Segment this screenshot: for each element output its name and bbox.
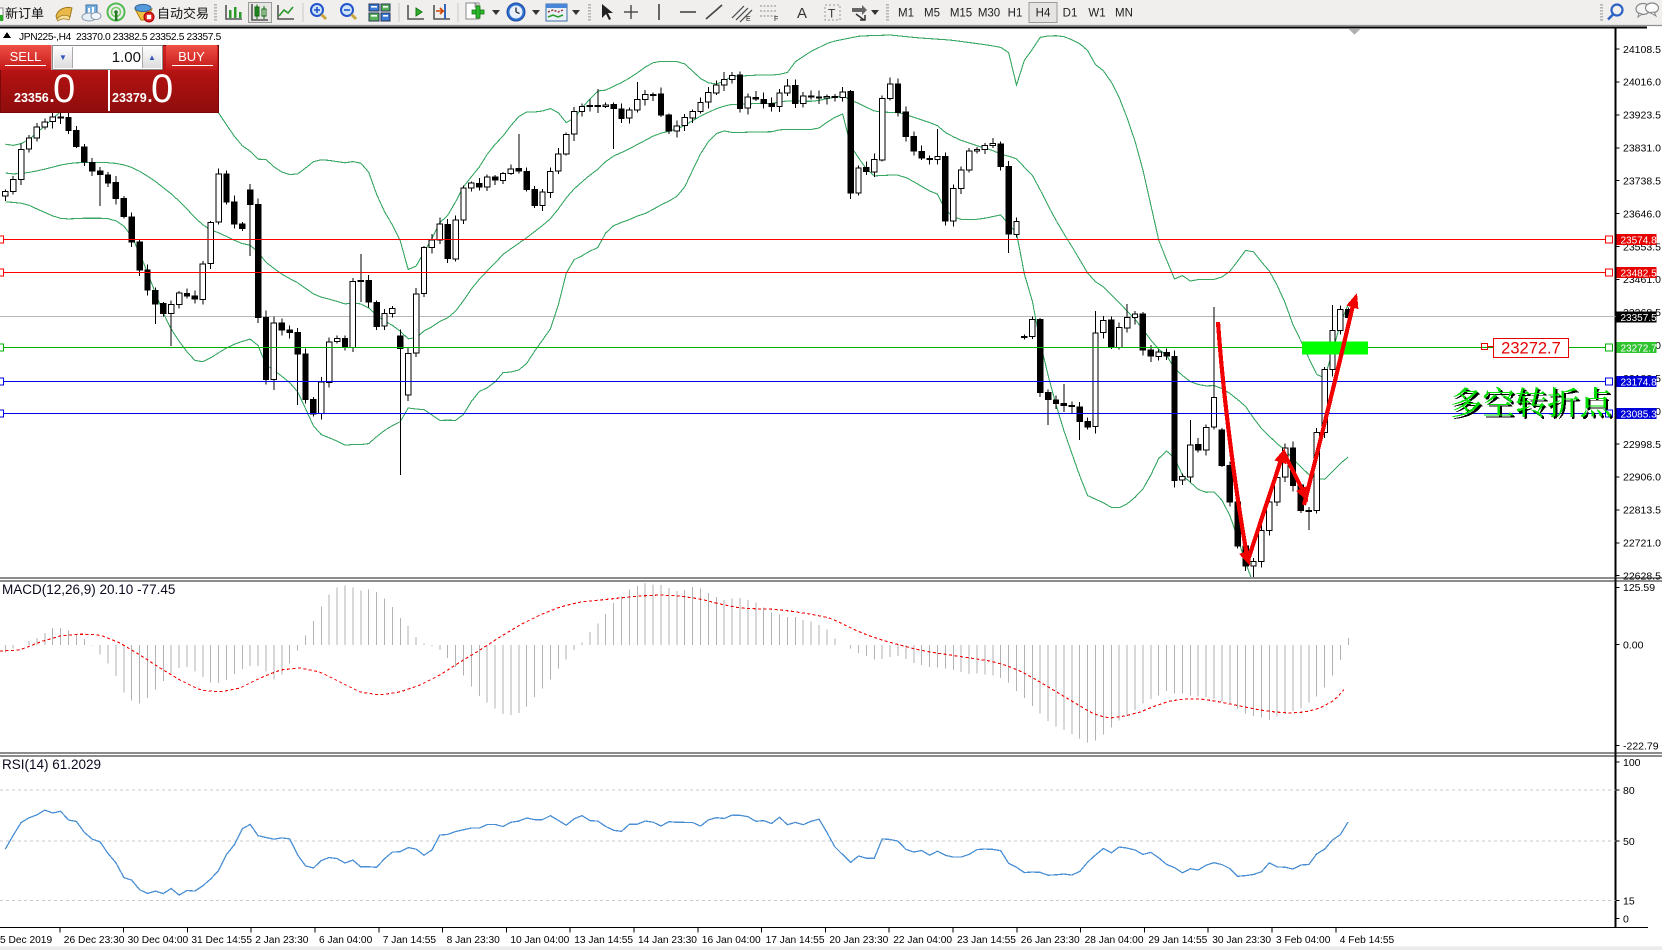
svg-text:23085.3: 23085.3 [1621, 410, 1658, 421]
svg-text:24016.0: 24016.0 [1623, 77, 1661, 89]
svg-text:0.00: 0.00 [1623, 639, 1644, 651]
svg-text:23574.8: 23574.8 [1621, 236, 1658, 247]
svg-text:23646.0: 23646.0 [1623, 208, 1661, 220]
svg-text:H1: H1 [1008, 8, 1023, 20]
svg-text:22721.0: 22721.0 [1623, 538, 1661, 550]
svg-text:RSI(14) 61.2029: RSI(14) 61.2029 [2, 757, 101, 772]
svg-text:24108.5: 24108.5 [1623, 44, 1661, 56]
svg-text:T: T [828, 7, 836, 21]
svg-text:15: 15 [1623, 895, 1635, 907]
svg-text:JPN225-,H4 23370.0 23382.5 23: JPN225-,H4 23370.0 23382.5 23352.5 23357… [19, 32, 222, 43]
svg-text:22 Jan 04:00: 22 Jan 04:00 [893, 935, 952, 946]
svg-text:26 Dec 23:30: 26 Dec 23:30 [64, 935, 125, 946]
svg-text:22998.5: 22998.5 [1623, 439, 1661, 451]
svg-text:23174.8: 23174.8 [1621, 378, 1658, 389]
svg-text:M5: M5 [924, 8, 940, 20]
svg-text:22628.5: 22628.5 [1623, 571, 1661, 583]
svg-text:28 Jan 04:00: 28 Jan 04:00 [1085, 935, 1144, 946]
svg-text:MACD(12,26,9) 20.10 -77.45: MACD(12,26,9) 20.10 -77.45 [2, 582, 175, 597]
svg-text:7 Jan 14:55: 7 Jan 14:55 [383, 935, 437, 946]
svg-text:13 Jan 14:55: 13 Jan 14:55 [574, 935, 633, 946]
svg-text:23482.5: 23482.5 [1621, 269, 1658, 280]
svg-text:20 Jan 23:30: 20 Jan 23:30 [829, 935, 888, 946]
svg-text:17 Jan 14:55: 17 Jan 14:55 [766, 935, 825, 946]
svg-text:29 Jan 14:55: 29 Jan 14:55 [1148, 935, 1207, 946]
svg-text:MN: MN [1115, 8, 1133, 20]
svg-text:E: E [746, 16, 751, 23]
svg-text:23831.0: 23831.0 [1623, 143, 1661, 155]
svg-text:10 Jan 04:00: 10 Jan 04:00 [510, 935, 569, 946]
svg-text:5 Dec 2019: 5 Dec 2019 [0, 935, 52, 946]
svg-text:23 Jan 14:55: 23 Jan 14:55 [957, 935, 1016, 946]
svg-text:-222.79: -222.79 [1623, 740, 1659, 752]
svg-text:22813.5: 22813.5 [1623, 505, 1661, 517]
svg-text:23272.7: 23272.7 [1501, 340, 1561, 358]
svg-text:50: 50 [1623, 836, 1635, 848]
svg-text:M30: M30 [978, 8, 1000, 20]
svg-text:125.59: 125.59 [1623, 582, 1655, 594]
svg-text:26 Jan 23:30: 26 Jan 23:30 [1021, 935, 1080, 946]
svg-text:22906.0: 22906.0 [1623, 472, 1661, 484]
svg-text:23272.7: 23272.7 [1621, 344, 1658, 355]
svg-text:23738.5: 23738.5 [1623, 176, 1661, 188]
svg-text:0: 0 [1623, 913, 1629, 925]
svg-text:80: 80 [1623, 785, 1635, 797]
svg-text:W1: W1 [1088, 8, 1105, 20]
svg-text:6 Jan 04:00: 6 Jan 04:00 [319, 935, 373, 946]
svg-text:14 Jan 23:30: 14 Jan 23:30 [638, 935, 697, 946]
svg-text:H4: H4 [1036, 8, 1051, 20]
svg-text:D1: D1 [1063, 8, 1078, 20]
svg-text:2 Jan 23:30: 2 Jan 23:30 [255, 935, 309, 946]
svg-text:3 Feb 04:00: 3 Feb 04:00 [1276, 935, 1331, 946]
svg-text:100: 100 [1623, 757, 1641, 769]
svg-text:F: F [774, 16, 778, 23]
svg-text:23923.5: 23923.5 [1623, 110, 1661, 122]
svg-text:31 Dec 14:55: 31 Dec 14:55 [191, 935, 252, 946]
svg-text:30 Jan 23:30: 30 Jan 23:30 [1212, 935, 1271, 946]
svg-text:M1: M1 [898, 8, 914, 20]
svg-text:8 Jan 23:30: 8 Jan 23:30 [447, 935, 501, 946]
svg-text:4 Feb 14:55: 4 Feb 14:55 [1340, 935, 1395, 946]
svg-text:23357.5: 23357.5 [1621, 313, 1658, 324]
svg-text:30 Dec 04:00: 30 Dec 04:00 [128, 935, 189, 946]
svg-text:M15: M15 [950, 8, 972, 20]
svg-text:16 Jan 04:00: 16 Jan 04:00 [702, 935, 761, 946]
svg-text:A: A [797, 5, 807, 22]
